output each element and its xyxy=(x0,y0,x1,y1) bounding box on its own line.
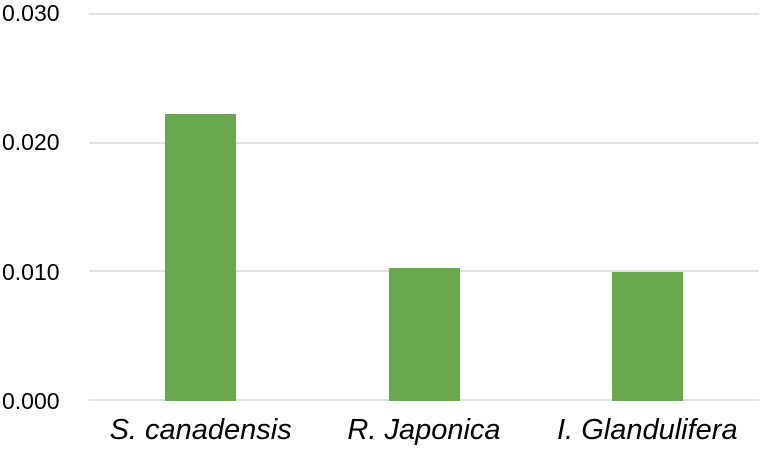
bar-2 xyxy=(388,268,460,401)
gridline xyxy=(89,13,759,15)
x-category-label: R. Japonica xyxy=(347,414,501,446)
bar-3 xyxy=(611,272,683,401)
y-tick-label: 0.030 xyxy=(2,0,60,26)
y-tick-label: 0.020 xyxy=(2,129,60,156)
x-category-label: S. canadensis xyxy=(109,414,292,446)
gridline xyxy=(89,141,759,144)
plot-area xyxy=(89,13,759,401)
x-category-label: I. Glandulifera xyxy=(557,414,738,446)
bar-1 xyxy=(165,114,237,401)
y-tick-label: 0.000 xyxy=(2,388,60,414)
y-tick-label: 0.010 xyxy=(2,258,60,285)
